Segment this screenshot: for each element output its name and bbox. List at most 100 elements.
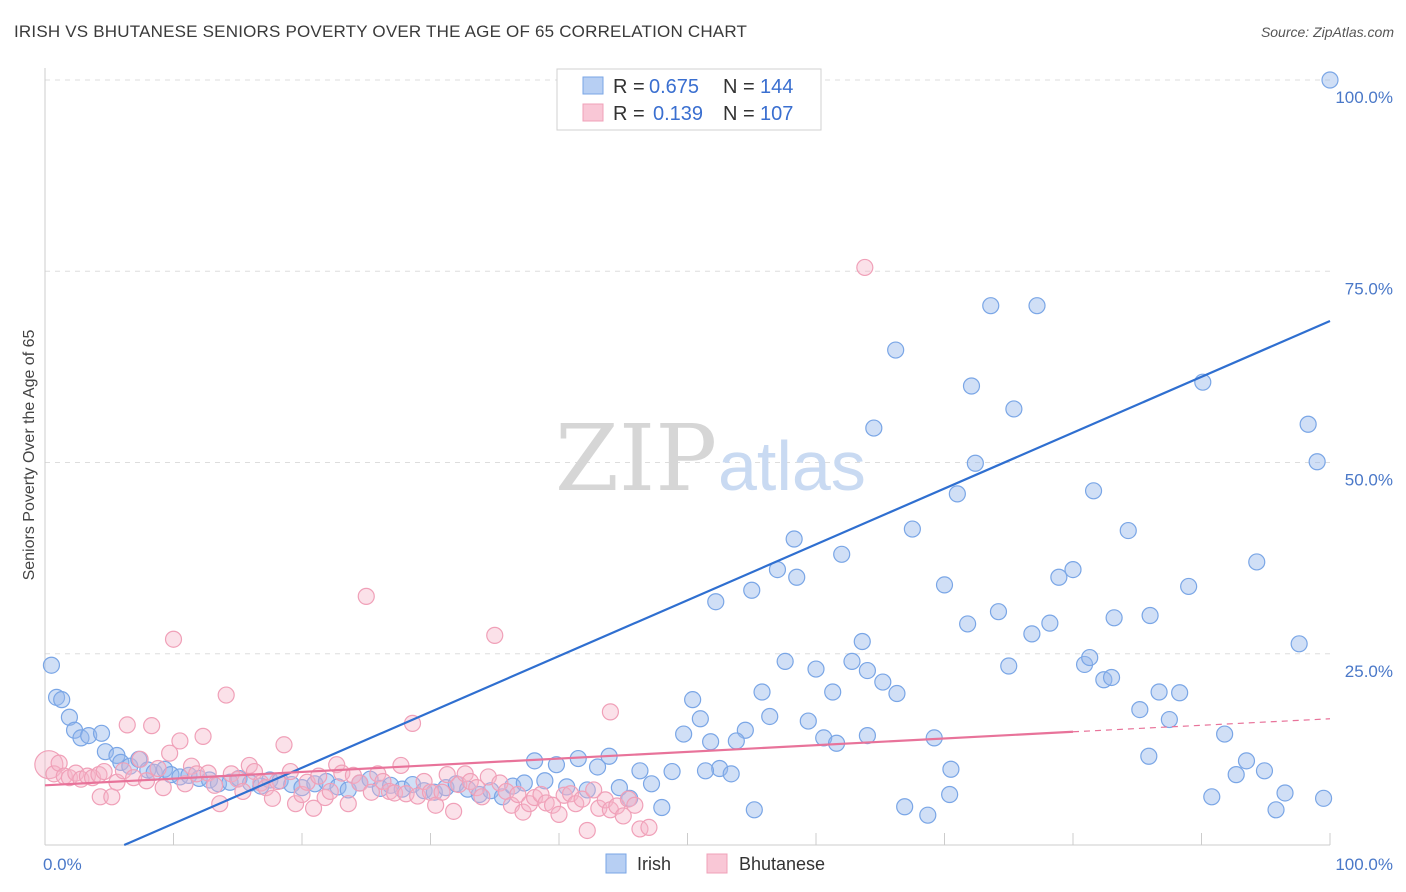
irish-point-110 bbox=[1203, 788, 1221, 806]
bhutanese-point-51 bbox=[328, 756, 346, 774]
bhutanese-point-10 bbox=[95, 762, 113, 781]
irish-point-111 bbox=[1216, 725, 1234, 743]
bhutanese-point-40 bbox=[263, 789, 282, 807]
bhutanese-point-76 bbox=[473, 788, 491, 806]
bhutanese-point-75 bbox=[468, 779, 486, 797]
irish-point-91 bbox=[966, 454, 984, 472]
irish-point-66 bbox=[691, 710, 709, 728]
bhutanese-point-57 bbox=[362, 783, 380, 801]
bhutanese-point-53 bbox=[339, 795, 357, 813]
irish-point-61 bbox=[642, 775, 661, 793]
irish-point-99 bbox=[1084, 482, 1103, 500]
irish-point-139 bbox=[761, 707, 779, 726]
bhutanese-point-56 bbox=[357, 587, 375, 605]
irish-point-97 bbox=[1064, 560, 1082, 579]
bhutanese-point-74 bbox=[461, 772, 479, 791]
irish-point-79 bbox=[824, 683, 842, 701]
bhutanese-point-21 bbox=[154, 779, 172, 797]
irish-point-52 bbox=[547, 756, 566, 774]
irish-point-76 bbox=[799, 712, 817, 730]
bhutanese-point-20 bbox=[149, 759, 167, 778]
y-tick-label-1: 50.0% bbox=[1345, 471, 1393, 490]
chart-title: IRISH VS BHUTANESE SENIORS POVERTY OVER … bbox=[14, 22, 748, 41]
watermark-atlas: atlas bbox=[718, 427, 866, 505]
bhutanese-point-59 bbox=[374, 772, 392, 791]
irish-point-92 bbox=[989, 603, 1008, 621]
bhutanese-point-100 bbox=[614, 807, 632, 825]
irish-point-102 bbox=[1119, 521, 1137, 540]
irish-point-119 bbox=[1299, 415, 1317, 433]
irish-point-135 bbox=[858, 727, 877, 745]
watermark: ZIP atlas bbox=[555, 405, 866, 512]
trendlines bbox=[44, 319, 1331, 847]
irish-point-134 bbox=[903, 520, 921, 538]
irish-point-65 bbox=[684, 691, 702, 709]
bhutanese-point-66 bbox=[415, 772, 433, 791]
irish-point-124 bbox=[865, 419, 883, 437]
irish-point-116 bbox=[1267, 801, 1285, 819]
bhutanese-point-69 bbox=[433, 783, 451, 801]
bhutanese-point-14 bbox=[114, 762, 132, 780]
irish-point-113 bbox=[1237, 752, 1256, 770]
irish-point-101 bbox=[1105, 609, 1123, 627]
bhutanese-point-55 bbox=[351, 774, 369, 792]
irish-point-96 bbox=[1050, 568, 1068, 586]
bhutanese-point-86 bbox=[532, 785, 550, 804]
bottom-legend-swatch-bhutanese bbox=[706, 853, 728, 874]
bottom-legend: Irish Bhutanese bbox=[605, 853, 825, 874]
irish-point-138 bbox=[788, 568, 806, 586]
top-legend: R = 0.675 N = 144 R = 0.139 N = 107 bbox=[556, 68, 822, 131]
irish-point-3 bbox=[60, 708, 79, 726]
bhutanese-point-15 bbox=[118, 716, 136, 734]
gridlines bbox=[45, 79, 1330, 655]
irish-point-64 bbox=[675, 725, 693, 743]
bhutanese-point-19 bbox=[143, 717, 161, 735]
axis-lines bbox=[44, 68, 1331, 846]
irish-point-80 bbox=[843, 652, 861, 671]
bhutanese-point-71 bbox=[445, 802, 463, 820]
irish-point-63 bbox=[663, 762, 681, 781]
bhutanese-point-104 bbox=[640, 818, 658, 837]
x-tick-labels: 0.0% 100.0% bbox=[43, 855, 1393, 874]
bhutanese-point-24 bbox=[171, 732, 189, 750]
irish-point-106 bbox=[1160, 710, 1178, 729]
irish-point-88 bbox=[941, 785, 959, 804]
irish-point-117 bbox=[1276, 784, 1294, 802]
y-tick-labels: 25.0% 50.0% 75.0% 100.0% bbox=[1335, 88, 1393, 681]
legend-bhutanese-n-value: 107 bbox=[760, 103, 793, 125]
bhutanese-point-94 bbox=[578, 821, 596, 840]
irish-point-107 bbox=[1171, 684, 1189, 702]
bhutanese-point-78 bbox=[486, 626, 504, 644]
irish-point-93 bbox=[1005, 400, 1023, 418]
legend-irish-r-label: R = bbox=[613, 76, 645, 98]
irish-point-122 bbox=[1321, 71, 1339, 89]
irish-point-123 bbox=[1141, 606, 1159, 625]
irish-point-127 bbox=[982, 297, 1000, 315]
y-axis-label: Seniors Poverty Over the Age of 65 bbox=[21, 330, 38, 581]
irish-point-67 bbox=[702, 733, 720, 751]
irish-point-105 bbox=[1150, 683, 1168, 701]
irish-point-55 bbox=[578, 781, 596, 799]
irish-point-136 bbox=[833, 545, 851, 563]
irish-point-94 bbox=[1023, 625, 1041, 643]
irish-point-58 bbox=[610, 779, 628, 797]
legend-bhutanese-n-label: N = bbox=[723, 103, 755, 125]
y-tick-label-2: 75.0% bbox=[1345, 279, 1393, 298]
irish-point-75 bbox=[785, 530, 803, 548]
irish-point-133 bbox=[948, 485, 966, 503]
bhutanese-point-0 bbox=[34, 750, 64, 780]
bhutanese-point-65 bbox=[409, 787, 427, 805]
irish-point-82 bbox=[858, 661, 877, 680]
legend-swatch-irish bbox=[582, 76, 604, 95]
bhutanese-point-2 bbox=[50, 754, 68, 772]
irish-point-142 bbox=[707, 593, 725, 611]
irish-point-141 bbox=[727, 732, 745, 750]
bottom-legend-bhutanese: Bhutanese bbox=[739, 854, 825, 874]
irish-point-71 bbox=[753, 683, 771, 701]
irish-point-6 bbox=[80, 727, 98, 745]
irish-point-104 bbox=[1140, 747, 1158, 765]
irish-point-85 bbox=[896, 798, 914, 816]
irish-point-112 bbox=[1227, 766, 1245, 784]
legend-irish-r-value: 0.675 bbox=[649, 76, 699, 98]
irish-point-114 bbox=[1248, 553, 1266, 571]
